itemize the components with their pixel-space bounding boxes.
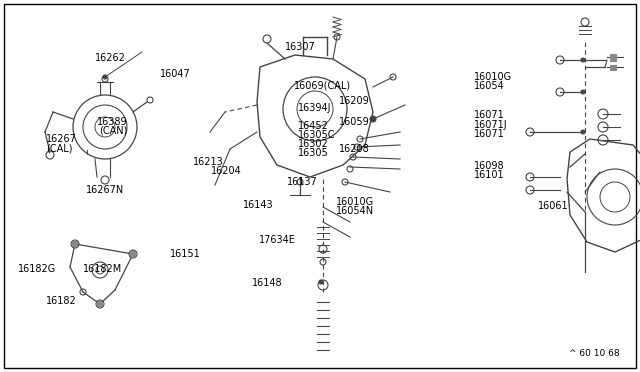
Text: 16307: 16307 <box>285 42 316 51</box>
Text: 16208: 16208 <box>339 144 370 154</box>
Text: 16054N: 16054N <box>335 206 374 216</box>
Circle shape <box>130 251 136 257</box>
Text: 16061: 16061 <box>538 202 568 211</box>
Circle shape <box>97 301 103 307</box>
Text: 16143: 16143 <box>243 201 274 210</box>
Text: 16071: 16071 <box>474 110 504 120</box>
Text: 16047: 16047 <box>160 70 191 79</box>
Circle shape <box>103 75 107 79</box>
Text: 16010G: 16010G <box>474 73 512 82</box>
Text: 16389: 16389 <box>97 117 128 127</box>
Text: 16305C: 16305C <box>298 130 336 140</box>
Text: 16182M: 16182M <box>83 264 122 273</box>
Circle shape <box>319 280 323 284</box>
Text: (CAN): (CAN) <box>100 126 128 136</box>
Circle shape <box>72 241 78 247</box>
Text: 16101: 16101 <box>474 170 504 180</box>
Circle shape <box>370 116 376 122</box>
Text: 16267N: 16267N <box>86 186 125 195</box>
Text: 16059: 16059 <box>339 117 370 127</box>
Circle shape <box>581 58 585 62</box>
Text: ^ 60 10 68: ^ 60 10 68 <box>570 350 620 359</box>
Text: 16182G: 16182G <box>18 264 56 273</box>
Bar <box>610 54 616 61</box>
Text: 16209: 16209 <box>339 96 370 106</box>
Text: 16213: 16213 <box>193 157 224 167</box>
Text: 16182: 16182 <box>46 296 77 305</box>
Text: 16204: 16204 <box>211 166 242 176</box>
Text: 17634E: 17634E <box>259 235 296 245</box>
Text: 16151: 16151 <box>170 249 200 259</box>
Text: 16010G: 16010G <box>335 198 374 207</box>
Text: 16262: 16262 <box>95 53 125 62</box>
Text: 16071J: 16071J <box>474 120 508 129</box>
Text: 16069(CAL): 16069(CAL) <box>294 81 351 90</box>
Text: 16267: 16267 <box>46 135 77 144</box>
Text: 16302: 16302 <box>298 139 329 148</box>
Text: 16071: 16071 <box>474 129 504 139</box>
Text: 16054: 16054 <box>474 81 504 91</box>
Circle shape <box>581 90 585 94</box>
Text: 16394J: 16394J <box>298 103 332 113</box>
Text: 16137: 16137 <box>287 177 317 187</box>
Circle shape <box>581 130 585 134</box>
Text: 16452: 16452 <box>298 122 329 131</box>
Text: (CAL): (CAL) <box>46 144 72 154</box>
Bar <box>610 64 616 70</box>
Text: 16305: 16305 <box>298 148 329 157</box>
Text: 16148: 16148 <box>252 279 282 288</box>
Text: 16098: 16098 <box>474 161 504 170</box>
